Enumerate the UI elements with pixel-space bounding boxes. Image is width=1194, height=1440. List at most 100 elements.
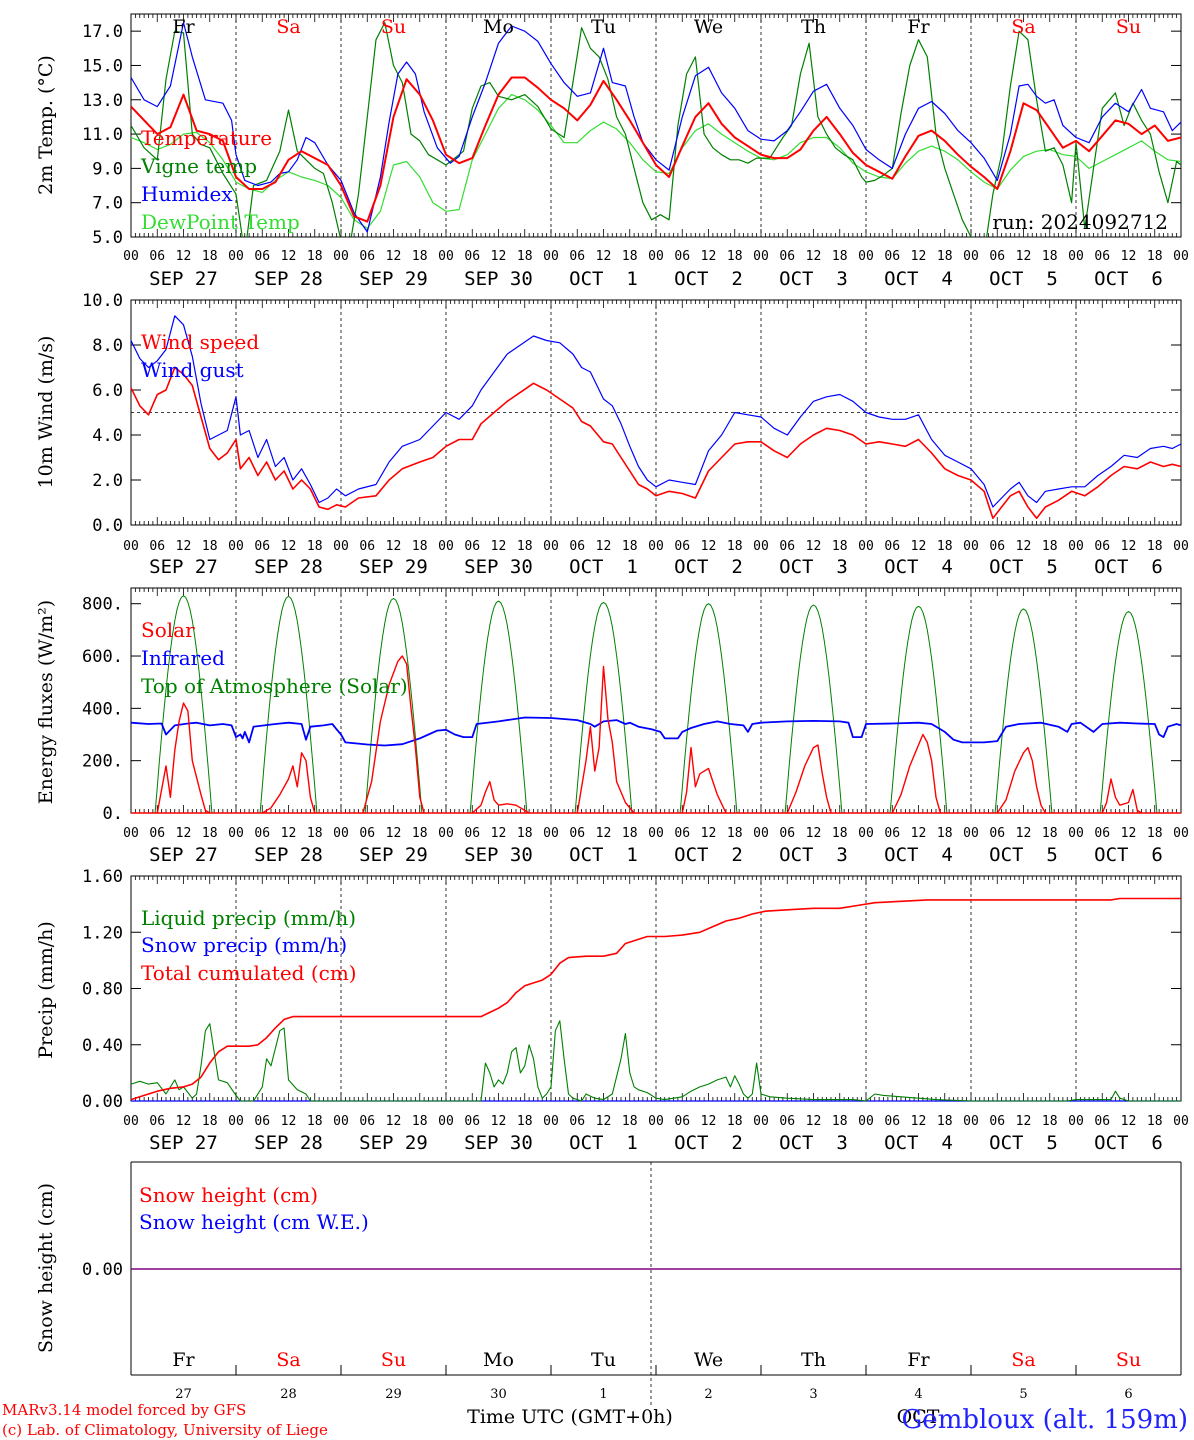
energy-day-label: OCT 6 (1094, 844, 1163, 866)
temp-hour-label: 12 (701, 249, 717, 264)
temp-hour-label: 12 (806, 249, 822, 264)
precip-day-label: OCT 5 (989, 1132, 1058, 1154)
energy-hour-label: 12 (386, 826, 402, 841)
series-vigne-temp (131, 22, 1181, 237)
temp-hour-label: 00 (963, 249, 979, 264)
energy-day-label: SEP 30 (464, 844, 533, 866)
temp-day-label: SEP 28 (254, 268, 323, 290)
temp-hour-label: 06 (149, 249, 165, 264)
wind-ytick-label: 4.0 (92, 426, 123, 446)
wind-hour-label: 00 (543, 539, 559, 554)
energy-day-label: SEP 28 (254, 844, 323, 866)
wind-day-label: OCT 4 (884, 556, 953, 578)
wind-hour-label: 00 (753, 539, 769, 554)
energy-day-label: OCT 4 (884, 844, 953, 866)
wind-hour-label: 06 (569, 539, 585, 554)
snow-day-name: Tu (591, 1349, 616, 1371)
temp-hour-label: 06 (674, 249, 690, 264)
temp-day-label: OCT 3 (779, 268, 848, 290)
day-name: Tu (591, 16, 616, 38)
temp-hour-label: 12 (596, 249, 612, 264)
precip-day-label: SEP 29 (359, 1132, 428, 1154)
series-solar (786, 744, 832, 814)
precip-hour-label: 00 (858, 1114, 874, 1129)
precip-hour-label: 00 (753, 1114, 769, 1129)
temp-hour-label: 18 (622, 249, 638, 264)
temp-ytick-label: 17.0 (82, 22, 123, 42)
wind-ytick-label: 6.0 (92, 381, 123, 401)
energy-hour-label: 00 (858, 826, 874, 841)
precip-day-label: SEP 30 (464, 1132, 533, 1154)
precip-hour-label: 06 (779, 1114, 795, 1129)
precip-hour-label: 00 (648, 1114, 664, 1129)
day-name: Th (801, 16, 826, 38)
day-name: Fr (907, 16, 930, 38)
wind-hour-label: 12 (701, 539, 717, 554)
precip-hour-label: 00 (228, 1114, 244, 1129)
snow-day-number: 1 (599, 1387, 607, 1402)
wind-ytick-label: 0.0 (92, 516, 123, 536)
wind-hour-label: 12 (806, 539, 822, 554)
legend-wind-gust: Wind gust (141, 358, 244, 382)
temp-hour-label: 00 (648, 249, 664, 264)
footer-copyright: (c) Lab. of Climatology, University of L… (2, 1421, 328, 1439)
temp-hour-label: 12 (911, 249, 927, 264)
energy-hour-label: 06 (989, 826, 1005, 841)
footer-model: MARv3.14 model forced by GFS (2, 1401, 246, 1419)
snow-day-name: Sa (1011, 1349, 1035, 1371)
series-solar (996, 746, 1047, 814)
energy-hour-label: 06 (149, 826, 165, 841)
wind-hour-label: 00 (438, 539, 454, 554)
energy-hour-label: 18 (1042, 826, 1058, 841)
temp-ytick-label: 15.0 (82, 56, 123, 76)
series-solar (681, 746, 727, 814)
wind-hour-label: 12 (596, 539, 612, 554)
energy-hour-label: 00 (438, 826, 454, 841)
series-toa-solar (887, 605, 950, 814)
series-solar (891, 733, 942, 814)
temp-hour-label: 18 (202, 249, 218, 264)
wind-hour-label: 18 (937, 539, 953, 554)
temp-ytick-label: 5.0 (92, 228, 123, 248)
precip-hour-label: 18 (937, 1114, 953, 1129)
energy-hour-label: 00 (228, 826, 244, 841)
series-toa-solar (467, 600, 530, 814)
wind-hour-label: 00 (648, 539, 664, 554)
precip-day-label: OCT 3 (779, 1132, 848, 1154)
series-infrared (130, 716, 1182, 747)
precip-ytick-label: 0.80 (82, 980, 123, 1000)
legend-vigne-temp: Vigne temp (140, 154, 257, 178)
precip-hour-label: 06 (149, 1114, 165, 1129)
snow-day-number: 29 (385, 1387, 402, 1402)
precip-hour-label: 06 (254, 1114, 270, 1129)
legend-solar: Solar (141, 618, 195, 642)
wind-day-label: OCT 5 (989, 556, 1058, 578)
precip-hour-label: 18 (832, 1114, 848, 1129)
wind-hour-label: 00 (333, 539, 349, 554)
wind-hour-label: 06 (674, 539, 690, 554)
energy-hour-label: 12 (1016, 826, 1032, 841)
day-name: Su (1116, 16, 1141, 38)
wind-day-label: OCT 6 (1094, 556, 1163, 578)
temp-hour-label: 00 (753, 249, 769, 264)
series-toa-solar (992, 608, 1055, 814)
precip-hour-label: 18 (622, 1114, 638, 1129)
temp-hour-label: 18 (1147, 249, 1163, 264)
temp-hour-label: 06 (569, 249, 585, 264)
temp-hour-label: 18 (1042, 249, 1058, 264)
energy-ytick-label: 600. (82, 647, 123, 667)
energy-hour-label: 12 (701, 826, 717, 841)
series-toa-solar (152, 595, 215, 814)
precip-hour-label: 12 (281, 1114, 297, 1129)
temp-hour-label: 12 (1016, 249, 1032, 264)
legend-snow-precip: Snow precip (mm/h) (141, 933, 347, 957)
energy-hour-label: 06 (674, 826, 690, 841)
wind-hour-label: 12 (491, 539, 507, 554)
precip-hour-label: 06 (569, 1114, 585, 1129)
station-label: Gembloux (alt. 159m) (902, 1405, 1188, 1435)
energy-hour-label: 18 (1147, 826, 1163, 841)
energy-hour-label: 12 (806, 826, 822, 841)
temp-hour-label: 00 (438, 249, 454, 264)
temp-hour-label: 18 (517, 249, 533, 264)
wind-hour-label: 18 (832, 539, 848, 554)
